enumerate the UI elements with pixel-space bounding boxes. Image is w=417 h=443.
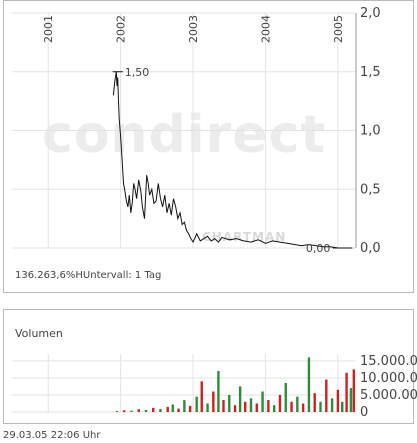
interval-footnote: 136.263,6%HUntervall: 1 Tag [15, 270, 162, 281]
volume-bar [349, 388, 353, 412]
volume-bar [313, 393, 316, 412]
volume-bar [152, 407, 155, 412]
volume-title: Volumen [15, 327, 63, 340]
volume-bar [319, 401, 322, 412]
volume-chart-panel: Volumen 0 5.000.000 10.000.000 15.000.000 [3, 309, 417, 424]
volume-bar [195, 396, 198, 412]
volume-bar [222, 400, 225, 412]
volume-bar [144, 409, 148, 412]
volume-bar [200, 381, 203, 412]
volume-bar [123, 410, 126, 412]
volume-bar [341, 401, 344, 412]
volume-bar [183, 400, 186, 412]
timestamp: 29.03.05 22:06 Uhr [3, 430, 101, 441]
watermark-logo: condirect [42, 105, 327, 165]
volume-bar [177, 408, 180, 412]
volume-bar [206, 403, 209, 412]
volume-bar [171, 404, 174, 412]
volume-bar [284, 383, 287, 412]
volume-tick-label: 0 [360, 405, 368, 420]
volume-tick-label: 10.000.000 [360, 371, 417, 386]
volume-bar [278, 394, 282, 412]
volume-tick-label: 15.000.000 [360, 354, 417, 369]
volume-bar [217, 371, 220, 412]
volume-bar [325, 379, 328, 412]
volume-bar [267, 400, 270, 412]
y-tick-label: 1,0 [360, 124, 381, 139]
volume-bar [137, 409, 140, 412]
x-tick-label: 2003 [187, 15, 200, 43]
price-chart-panel: condirect CHARTMAN 0,0 0,5 1,0 1,5 2,0 2001 20… [3, 0, 414, 293]
volume-bar [352, 369, 356, 412]
y-tick-label: 1,5 [360, 65, 381, 80]
volume-bar [272, 405, 276, 412]
watermark-chartman: CHARTMAN [202, 230, 287, 244]
volume-tick-label: 5.000.000 [360, 388, 417, 403]
volume-bar [345, 372, 348, 412]
volume-bar [336, 389, 340, 412]
x-tick-label: 2001 [42, 15, 55, 43]
volume-bar [228, 394, 231, 412]
volume-bar [243, 401, 247, 412]
volume-bar [261, 391, 264, 412]
volume-bar [233, 405, 237, 412]
volume-bar [307, 357, 311, 412]
annotation-label: 0,00 [306, 242, 331, 255]
y-tick-label: 0,5 [360, 182, 381, 197]
volume-bar [188, 405, 192, 412]
volume-bar [296, 396, 299, 412]
y-tick-label: 2,0 [360, 6, 381, 21]
volume-bar [255, 403, 258, 412]
volume-bar [238, 386, 242, 412]
x-tick-label: 2005 [332, 15, 345, 43]
price-line [112, 71, 353, 249]
volume-chart-svg: Volumen 0 5.000.000 10.000.000 15.000.000 [12, 327, 417, 420]
annotation-label: 1,50 [125, 66, 150, 79]
price-chart-svg: 0,0 0,5 1,0 1,5 2,0 2001 2002 2003 2004 2005 1,50 0… [12, 6, 381, 256]
volume-bar [130, 410, 133, 412]
x-tick-label: 2004 [259, 15, 272, 43]
volume-bar [301, 403, 305, 412]
x-tick-label: 2002 [115, 15, 128, 43]
volume-bar [290, 401, 293, 412]
volume-bar [166, 406, 169, 412]
volume-bar [212, 391, 215, 412]
volume-bar [249, 398, 253, 412]
volume-bar [115, 410, 119, 412]
y-tick-label: 0,0 [360, 241, 381, 256]
volume-bar [159, 408, 162, 412]
volume-bar [330, 398, 334, 412]
